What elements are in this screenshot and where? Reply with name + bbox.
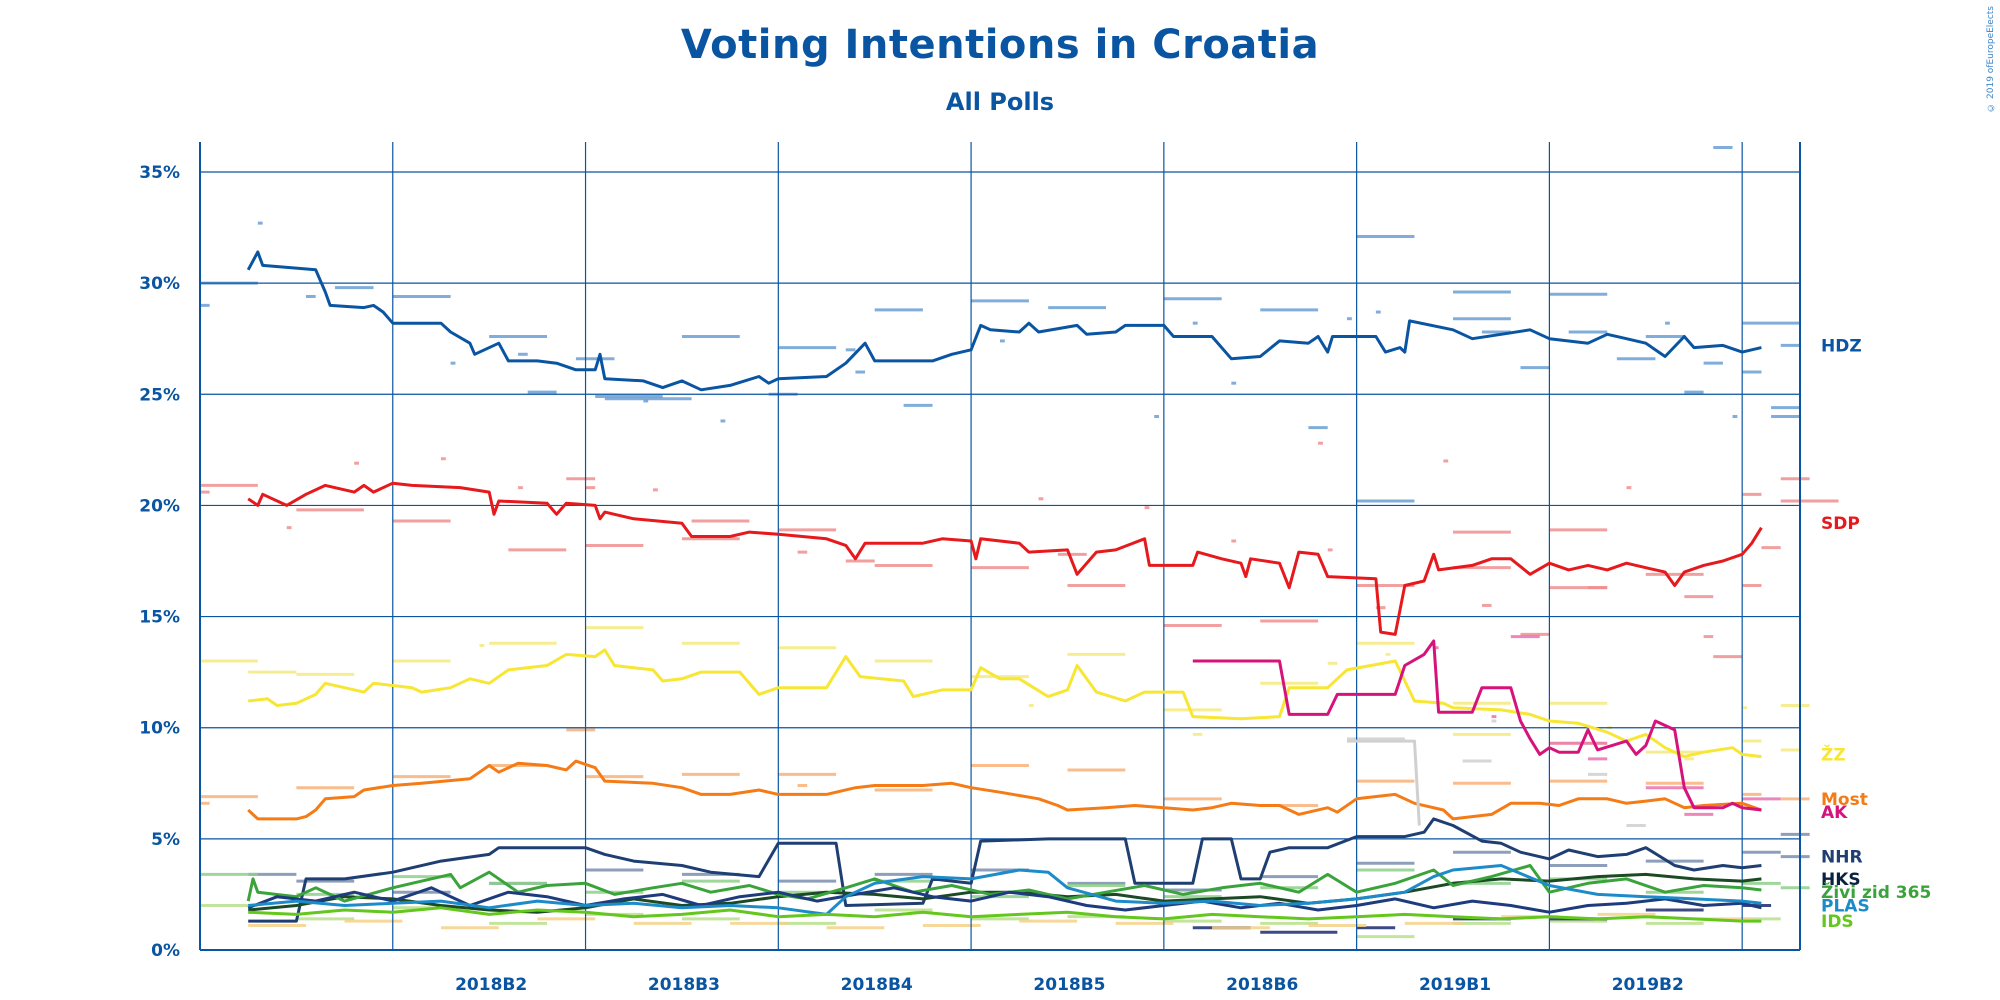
y-tick-label: 20% — [139, 496, 180, 516]
y-tick-label: 15% — [139, 608, 180, 628]
series-label: Most — [1821, 790, 1868, 810]
y-tick-label: 35% — [139, 163, 180, 183]
series-line-pametno — [248, 864, 1762, 916]
grid — [200, 142, 1800, 951]
series-label: NHR — [1821, 848, 1863, 868]
y-tick-label: 30% — [139, 274, 180, 294]
series-line-most-light — [1347, 739, 1421, 826]
series-label: ŽZ — [1821, 743, 1846, 765]
series-label: HKS — [1821, 870, 1861, 890]
x-tick-label: 2018B2 — [455, 975, 527, 995]
x-tick-label: 2019B1 — [1419, 975, 1491, 995]
series-label: AK — [1821, 803, 1848, 823]
series-line--ivi-zid-365 — [246, 864, 1762, 903]
series-lines — [246, 250, 1763, 923]
chart-title: Voting Intentions in Croatia — [680, 22, 1320, 68]
x-tick-label: 2018B3 — [648, 975, 720, 995]
series-line-ak — [1192, 639, 1762, 812]
x-tick-label: 2018B4 — [841, 975, 913, 995]
series-line-most — [247, 759, 1762, 821]
y-tick-label: 25% — [139, 385, 180, 405]
axes: 0% 5% 10% 15% 20% 25% 30% 35% 2018B2 2018B3 2018B4… — [139, 142, 1801, 995]
x-tick-label: 2019B2 — [1612, 975, 1684, 995]
series-line--z — [248, 648, 1762, 759]
y-tick-label: 5% — [151, 830, 180, 850]
series-line-ids — [248, 906, 1762, 923]
y-tick-label: 10% — [139, 719, 180, 739]
series-line-hdz — [246, 250, 1762, 392]
series-label: PLAS — [1821, 897, 1870, 917]
series-label: IDS — [1821, 912, 1854, 932]
series-label: SDP — [1821, 514, 1860, 534]
series-label: HDZ — [1821, 336, 1862, 356]
series-line-nhr — [248, 817, 1762, 923]
chart-subtitle: All Polls — [945, 88, 1055, 116]
series-line-sdp — [247, 481, 1763, 636]
x-tick-label: 2018B5 — [1033, 975, 1105, 995]
x-tick-label: 2018B6 — [1226, 975, 1298, 995]
series-label: Živi zid 365 — [1821, 881, 1931, 903]
y-tick-label: 0% — [151, 941, 180, 961]
series-line-hns — [247, 886, 1762, 914]
